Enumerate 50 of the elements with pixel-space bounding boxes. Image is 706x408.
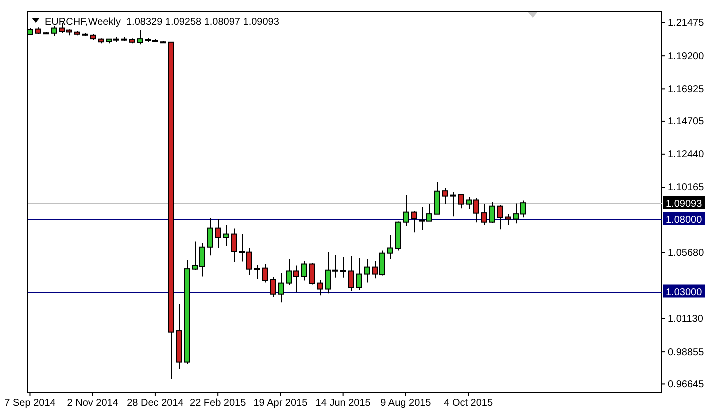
candlestick — [278, 272, 284, 304]
candlestick — [434, 182, 440, 215]
y-tick-label: 1.05680 — [668, 248, 705, 259]
y-tick-label: 1.19200 — [668, 51, 705, 62]
candlestick — [458, 194, 464, 210]
x-tick-label: 14 Jun 2015 — [316, 398, 372, 408]
x-tick-label: 28 Dec 2014 — [127, 398, 184, 408]
candlestick — [270, 276, 276, 298]
ref-line-label: 1.03000 — [666, 288, 703, 299]
candlestick — [450, 191, 456, 218]
y-tick-label: 1.16925 — [668, 84, 705, 96]
candlestick — [208, 218, 214, 256]
y-tick-label: 1.12440 — [668, 150, 705, 161]
x-tick-label: 22 Feb 2015 — [190, 398, 247, 408]
x-tick-label: 4 Oct 2015 — [444, 398, 494, 408]
candlestick — [482, 204, 488, 226]
candlestick — [216, 218, 222, 248]
candlestick — [52, 26, 58, 37]
candlestick — [364, 258, 370, 284]
candlestick — [506, 214, 512, 226]
y-tick-label: 1.14705 — [668, 116, 705, 128]
ref-line-label: 1.09093 — [666, 199, 703, 210]
x-tick-label: 9 Aug 2015 — [380, 398, 432, 408]
ref-line-label: 1.08000 — [666, 215, 703, 226]
candlestick — [310, 262, 316, 286]
candlestick — [232, 228, 238, 263]
candlestick — [254, 264, 260, 280]
y-tick-label: 0.96645 — [668, 379, 705, 390]
y-tick-label: 1.01130 — [668, 314, 704, 326]
candlestick — [348, 256, 354, 292]
candlestick — [138, 30, 144, 46]
text: EURCHF,Weekly 1.08329 1.09258 1.08097 1.09093 — [45, 17, 280, 28]
y-tick-label: 1.10165 — [668, 182, 705, 194]
y-tick-label: 1.21475 — [668, 18, 705, 30]
candlestick — [498, 204, 504, 230]
candlestick — [388, 234, 394, 260]
y-tick-label: 0.98855 — [668, 347, 705, 358]
candlestick — [356, 258, 362, 291]
candlestick — [318, 279, 324, 296]
candlestick — [340, 256, 346, 278]
candlestick — [404, 194, 410, 226]
x-tick-label: 19 Apr 2015 — [254, 398, 308, 408]
candlestick — [262, 264, 268, 284]
candlestick — [412, 210, 418, 234]
x-tick-label: 7 Sep 2014 — [4, 398, 56, 408]
candlestick — [490, 202, 496, 224]
candlestick — [302, 260, 308, 282]
candlestick — [224, 224, 230, 247]
candlestick — [442, 188, 448, 205]
x-tick-label: 2 Nov 2014 — [67, 398, 119, 408]
